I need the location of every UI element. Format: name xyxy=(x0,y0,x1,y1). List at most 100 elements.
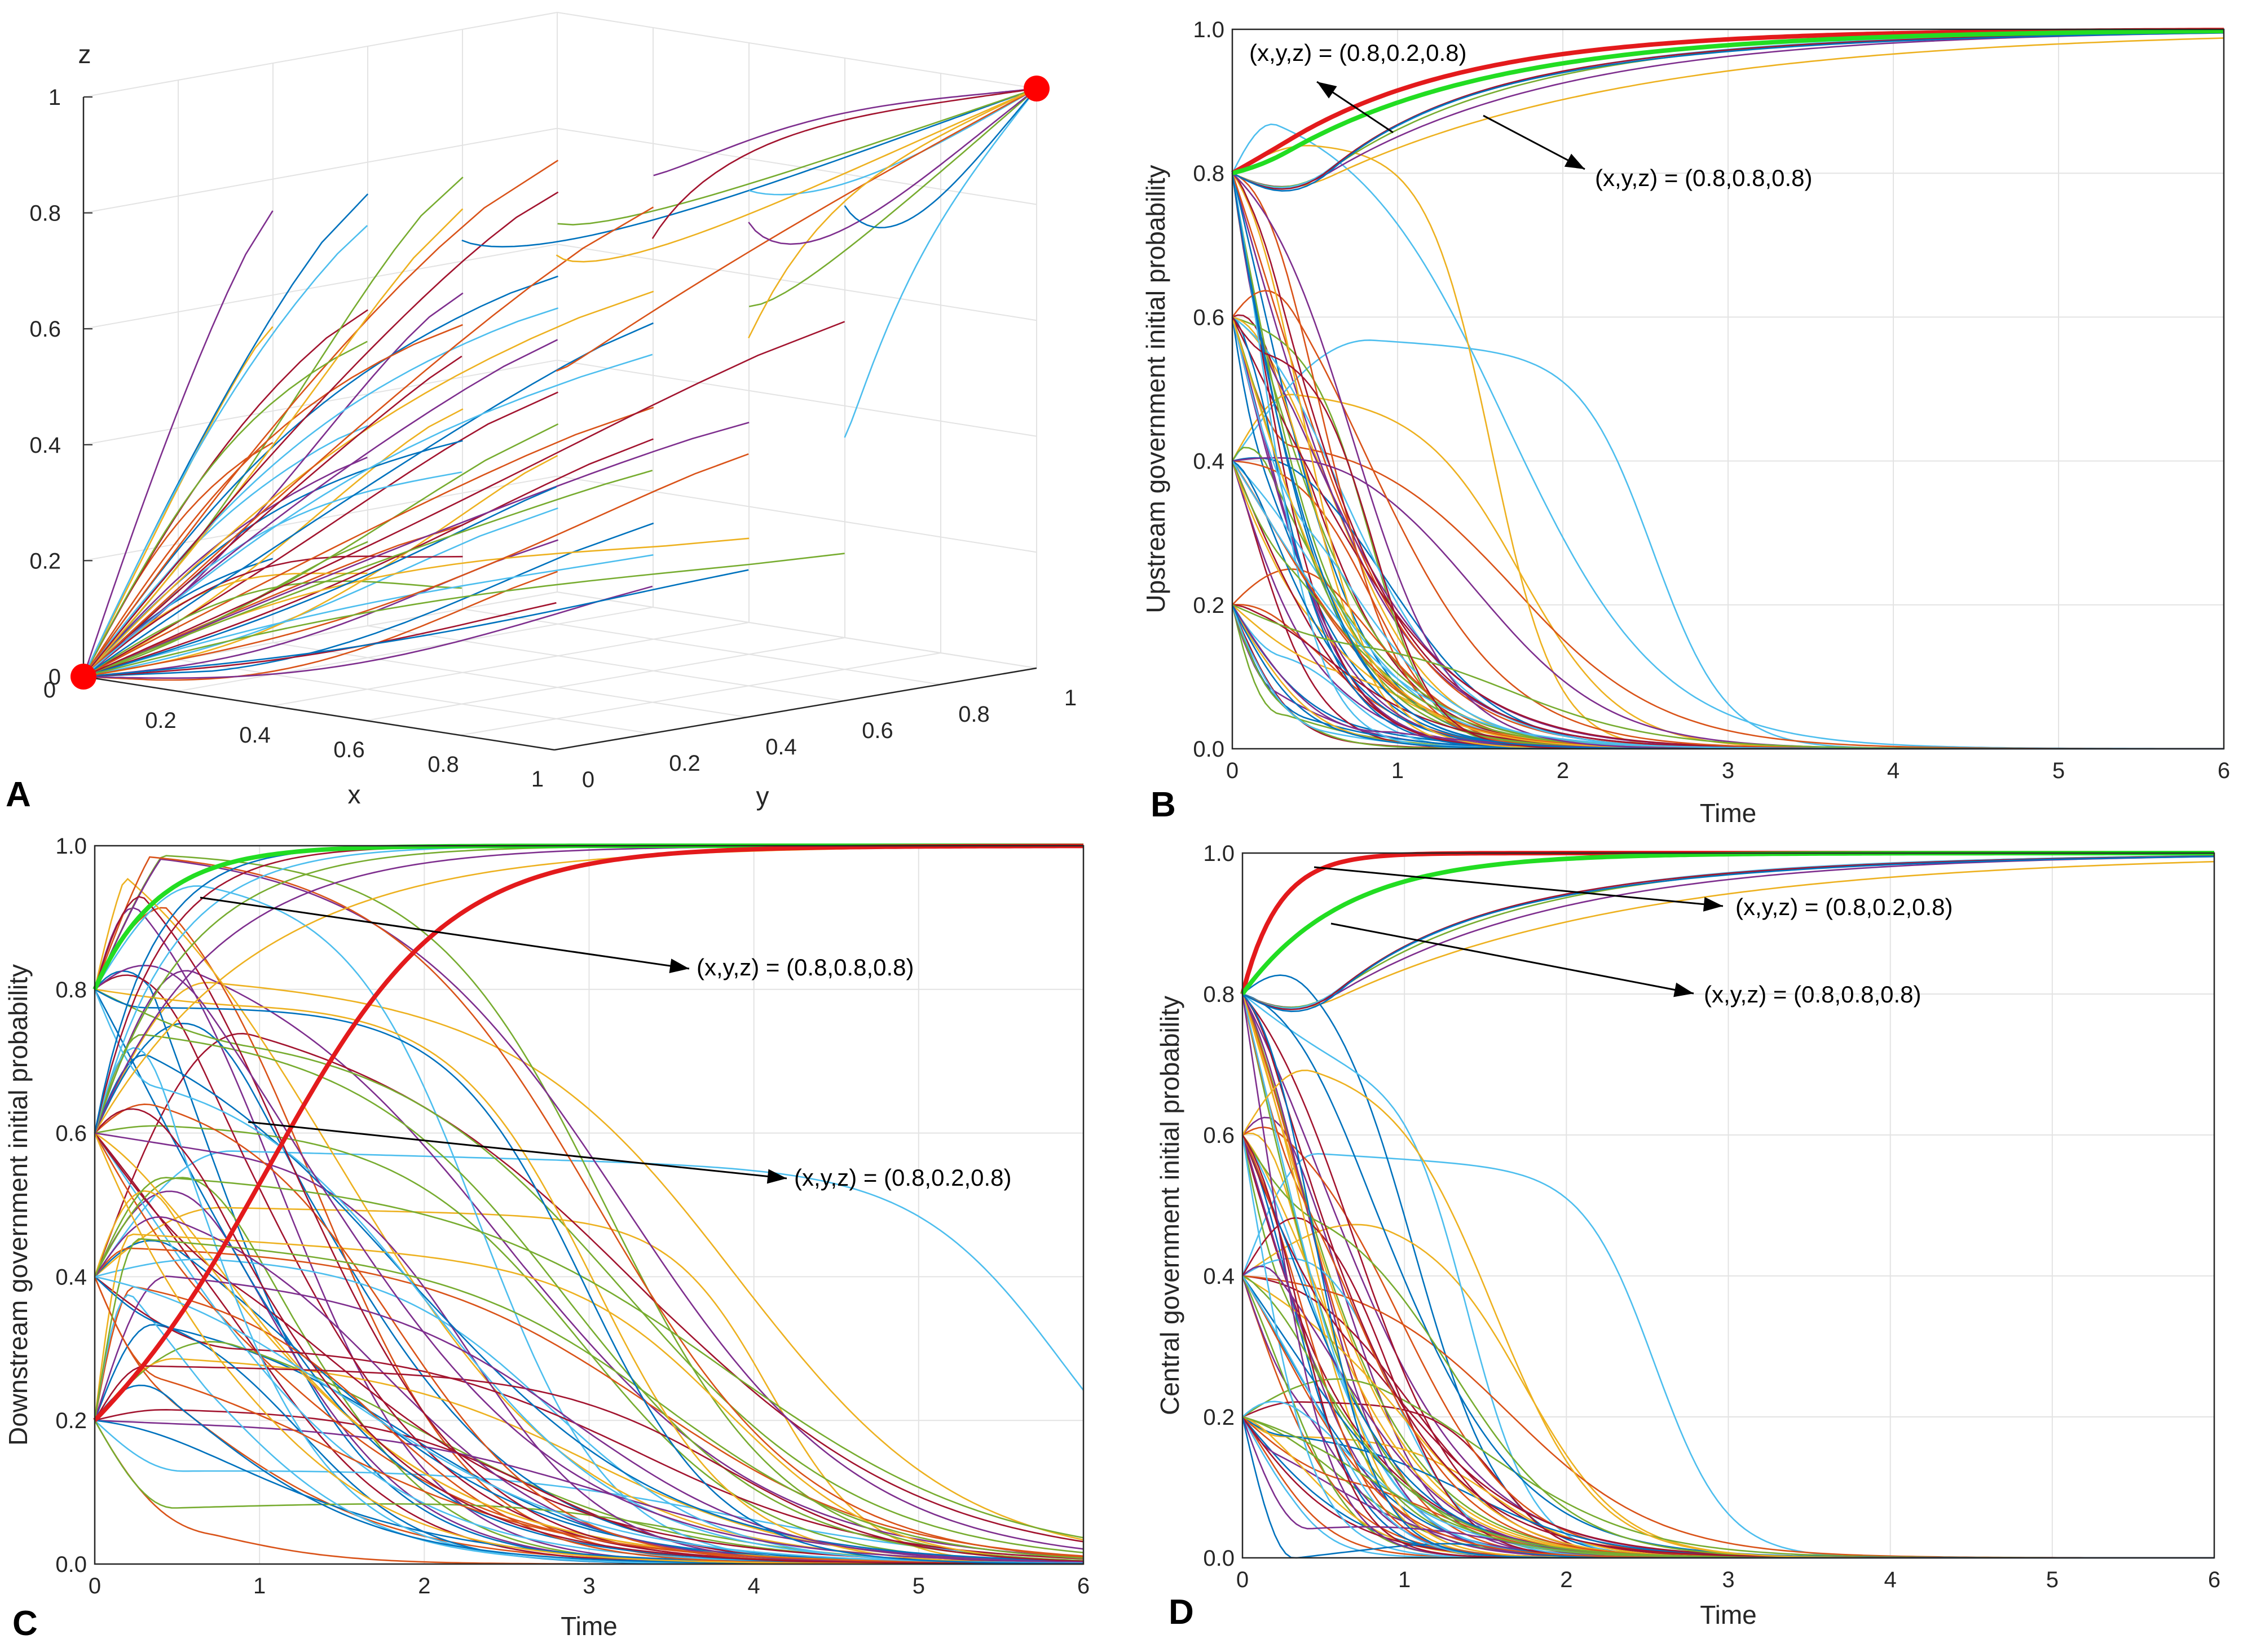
panel-c-arrow-red-head xyxy=(766,1169,787,1184)
panel-d-annotations: (x,y,z) = (0.8,0.2,0.8) (x,y,z) = (0.8,0… xyxy=(1704,894,1953,1008)
y-tick-label: 0.8 xyxy=(55,978,87,1002)
x-tick-label: 0 xyxy=(43,678,56,703)
x-tick-label: 6 xyxy=(2208,1567,2220,1592)
panel-b-arrow-red-head xyxy=(1317,82,1337,99)
panel-letter-b: B xyxy=(1151,785,1176,824)
trajectory-3d xyxy=(748,92,1029,196)
y-tick-label: 1.0 xyxy=(55,834,87,859)
trajectory-3d xyxy=(89,453,749,677)
y-tick-label: 0.6 xyxy=(1203,1123,1235,1148)
x-tick-label: 5 xyxy=(2052,758,2065,783)
trajectory-3d xyxy=(83,225,368,677)
y-tick-label: 0.2 xyxy=(1193,593,1224,618)
trajectory-3d xyxy=(83,321,845,677)
equilibrium-one-marker xyxy=(1024,76,1050,101)
wall-gridline xyxy=(557,359,1037,437)
trajectory-3d xyxy=(748,89,1036,307)
panel-c-frame xyxy=(94,845,1085,1565)
panel-c-arrow-red xyxy=(248,1121,787,1180)
y-axis-label: y xyxy=(756,781,769,811)
y-tick-label: 0 xyxy=(582,767,594,792)
x-tick-label: 2 xyxy=(1560,1567,1572,1592)
x-tick-label: 4 xyxy=(1887,758,1900,783)
trajectory-line xyxy=(94,1276,1084,1560)
trajectory-line xyxy=(94,1054,1084,1562)
panel-b-arrow-green-head xyxy=(1564,153,1585,169)
floor-gridline xyxy=(462,608,941,685)
x-tick-label: 1 xyxy=(253,1574,266,1598)
panel-c-annotation-red: (x,y,z) = (0.8,0.2,0.8) xyxy=(794,1164,1012,1191)
trajectory-3d xyxy=(557,88,1037,226)
panel-b-highlighted xyxy=(1231,28,2224,176)
highlighted-trajectory-red xyxy=(93,843,1083,1422)
x-tick-label: 0.4 xyxy=(239,723,271,748)
panel-d-arrow-red-head xyxy=(1703,896,1723,912)
panel-b-grid xyxy=(1232,29,2224,749)
panel-b-annotations: (x,y,z) = (0.8,0.2,0.8) (x,y,z) = (0.8,0… xyxy=(1249,39,1813,191)
panel-letter-d: D xyxy=(1169,1593,1194,1632)
trajectory-line xyxy=(94,970,1084,1558)
y-tick-label: 0.8 xyxy=(1193,161,1224,186)
x-axis-label: Time xyxy=(561,1611,618,1641)
x-tick-label: 3 xyxy=(1722,1567,1734,1592)
x-axis-label: Time xyxy=(1700,798,1757,828)
panel-a-grid xyxy=(83,12,1037,750)
x-tick-label: 1 xyxy=(1398,1567,1411,1592)
x-tick-label: 0 xyxy=(1226,758,1239,783)
panel-d-annotation-red: (x,y,z) = (0.8,0.2,0.8) xyxy=(1735,894,1953,920)
x-tick-label: 5 xyxy=(913,1574,925,1598)
trajectory-line xyxy=(94,1365,1084,1562)
trajectory-3d xyxy=(461,94,1020,248)
panel-letter-c: C xyxy=(12,1604,38,1643)
trajectory-line xyxy=(94,1419,1084,1562)
x-tick-label: 2 xyxy=(418,1574,430,1598)
trajectory-line xyxy=(94,1276,1084,1565)
panel-b-annotation-red: (x,y,z) = (0.8,0.2,0.8) xyxy=(1249,39,1467,66)
y-tick-label: 0.6 xyxy=(1193,305,1224,330)
x-tick-label: 6 xyxy=(2218,758,2230,783)
y-tick-label: 0.0 xyxy=(1203,1546,1235,1571)
x-tick-label: 0 xyxy=(1236,1567,1249,1592)
y-tick-label: 0.2 xyxy=(55,1408,87,1433)
trajectory-3d xyxy=(89,191,559,670)
trajectory-line xyxy=(94,965,1084,1563)
x-tick-label: 1 xyxy=(531,767,544,792)
trajectory-3d xyxy=(556,88,1037,372)
converging-trajectory xyxy=(1242,855,2215,1013)
x-tick-label: 1 xyxy=(1391,758,1404,783)
x-tick-label: 4 xyxy=(1884,1567,1897,1592)
trajectory-line xyxy=(94,1108,1084,1565)
y-tick-label: 0.8 xyxy=(958,702,990,727)
y-tick-label: 0.6 xyxy=(862,718,893,743)
panel-letter-a: A xyxy=(6,775,31,814)
floor-gridline xyxy=(271,622,750,706)
y-axis-label: Downstream government initial probabilit… xyxy=(3,964,33,1446)
panel-d-central-plot: 0 1 2 3 4 5 6 0.0 0.2 0.4 0.6 0.8 1.0 Time Central gov… xyxy=(1155,841,2220,1629)
wall-gridline xyxy=(83,127,558,214)
trajectory-line xyxy=(94,856,1084,1558)
highlighted-trajectory-green xyxy=(1231,28,2224,176)
panel-d-frame xyxy=(1241,852,2215,1559)
y-tick-label: 0.4 xyxy=(765,735,797,759)
x-tick-label: 5 xyxy=(2046,1567,2059,1592)
floor-gridline xyxy=(177,607,654,692)
z-tick-label: 0.8 xyxy=(29,201,61,226)
x-tick-label: 0.6 xyxy=(333,737,365,762)
z-axis-label: z xyxy=(78,39,91,69)
trajectory-line xyxy=(94,988,1084,1565)
floor-gridline xyxy=(272,642,748,718)
floor-gridline xyxy=(367,625,844,701)
panel-a-trajectories xyxy=(82,87,1038,681)
trajectory-3d xyxy=(651,88,1035,239)
panel-c-arrow-green xyxy=(200,896,690,970)
y-tick-label: 0.4 xyxy=(55,1265,87,1289)
y-tick-label: 0.6 xyxy=(55,1121,87,1146)
y-tick-label: 0.2 xyxy=(669,751,700,776)
panel-c-arrow-green-head xyxy=(669,958,689,973)
z-tick-label: 1 xyxy=(49,85,61,110)
x-axis-line xyxy=(83,675,555,751)
x-tick-label: 0 xyxy=(89,1574,101,1598)
converging-trajectory xyxy=(1242,860,2215,1009)
y-tick-label: 1.0 xyxy=(1193,17,1224,42)
y-tick-label: 0.8 xyxy=(1203,982,1235,1007)
